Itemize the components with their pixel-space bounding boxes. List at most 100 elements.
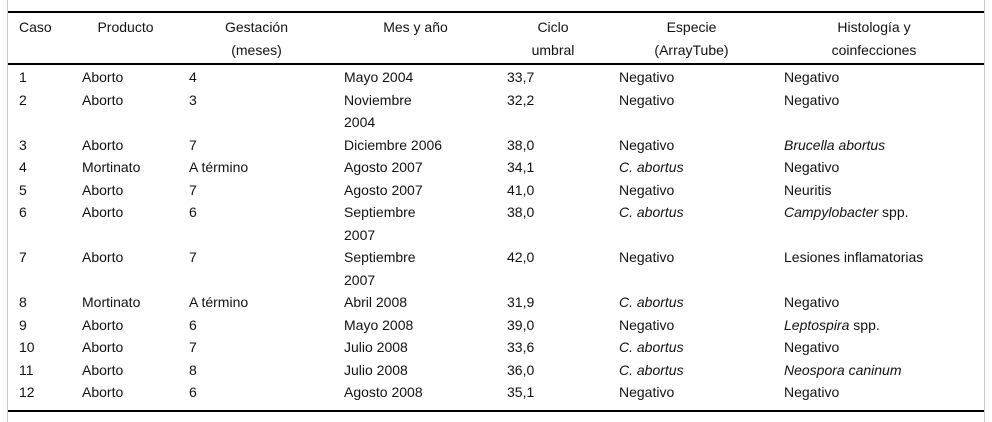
cell-ciclo: 31,9 (507, 294, 535, 310)
header-cell-ciclo: Ciclo umbral (507, 12, 619, 65)
cell-histologia: Negativo (784, 156, 984, 179)
cell-caso: 8 (19, 294, 27, 310)
table-row: 5 Aborto 7 Agosto 2007 41,0 Negativo Neuritis (8, 179, 984, 202)
cell-text: Negativo (619, 384, 675, 400)
cell-mes: Julio 2008 (344, 339, 408, 355)
cell-histologia: Negativo (784, 64, 984, 89)
cell-text: Lesiones inflamatorias (784, 249, 924, 265)
header-row: Caso Producto Gestación (meses) Mes y año Ci… (8, 12, 984, 65)
cell-producto: Aborto (82, 249, 124, 265)
cell-gestacion: 4 (189, 69, 197, 85)
cell-especie: C. abortus (619, 359, 784, 382)
cell-gestacion: 3 (189, 91, 197, 108)
cell-gestacion: 7 (189, 181, 197, 198)
cell-producto: Mortinato (82, 294, 141, 310)
table-row: 1 Aborto 4 Mayo 2004 33,7 Negativo Negativo (8, 64, 984, 89)
cell-mes: Noviembre 2004 (344, 91, 412, 131)
cell-producto: Aborto (82, 339, 124, 355)
cell-especie: C. abortus (619, 291, 784, 314)
cell-mes: Agosto 2007 (344, 181, 423, 198)
cell-caso: 6 (19, 204, 27, 220)
cell-ciclo: 35,1 (507, 384, 535, 400)
cell-gestacion: 7 (189, 249, 197, 265)
cell-especie: Negativo (619, 246, 784, 291)
cell-caso: 10 (19, 339, 35, 355)
cell-mes: Mayo 2008 (344, 316, 414, 333)
cell-gestacion: A término (189, 294, 249, 310)
table-row: 11 Aborto 8 Julio 2008 36,0 C. abortus Neospor… (8, 359, 984, 382)
cell-mes: Abril 2008 (344, 294, 408, 310)
cell-histologia: Neuritis (784, 179, 984, 202)
table-row: 12 Aborto 6 Agosto 2008 35,1 Negativo Negativo (8, 381, 984, 411)
cell-ciclo: 36,0 (507, 361, 535, 378)
cell-gestacion: 6 (189, 316, 197, 333)
table-row: 3 Aborto 7 Diciembre 2006 38,0 Negativo Brucel… (8, 134, 984, 157)
cell-histologia: Neospora caninum (784, 359, 984, 382)
table-frame: Caso Producto Gestación (meses) Mes y año Ci… (7, 0, 985, 422)
cell-text: Negativo (619, 136, 675, 153)
cell-especie: C. abortus (619, 201, 784, 246)
cell-gestacion: A término (189, 159, 249, 175)
species-name: C. abortus (619, 339, 684, 355)
cell-text: Negativo (784, 339, 840, 355)
table-header: Caso Producto Gestación (meses) Mes y año Ci… (8, 12, 984, 65)
cell-gestacion: 7 (189, 136, 197, 153)
cell-caso: 9 (19, 316, 27, 333)
cell-caso: 2 (19, 91, 27, 108)
header-cell-gestacion: Gestación (meses) (189, 12, 344, 65)
cell-gestacion: 8 (189, 361, 197, 378)
cell-text: Negativo (784, 294, 840, 310)
cell-histologia: Lesiones inflamatorias (784, 246, 984, 291)
cell-mes: Diciembre 2006 (344, 136, 443, 153)
cell-mes: Mayo 2004 (344, 69, 414, 85)
cell-caso: 11 (19, 361, 34, 378)
cell-text: spp. (849, 316, 880, 333)
species-name: C. abortus (619, 159, 684, 175)
species-name: Leptospira (784, 316, 850, 333)
cell-text: Negativo (619, 249, 675, 265)
table-row: 9 Aborto 6 Mayo 2008 39,0 Negativo Leptospira … (8, 314, 984, 337)
cell-text: Negativo (784, 159, 840, 175)
cell-producto: Aborto (82, 316, 124, 333)
cell-histologia: Campylobacter spp. (784, 201, 984, 246)
header-cell-especie: Especie (ArrayTube) (619, 12, 784, 65)
cell-caso: 12 (19, 384, 35, 400)
cell-mes: Agosto 2007 (344, 159, 423, 175)
cell-mes: Septiembre 2007 (344, 249, 416, 288)
cell-especie: Negativo (619, 64, 784, 89)
cell-text: Negativo (619, 69, 675, 85)
cell-producto: Aborto (82, 69, 124, 85)
cell-producto: Aborto (82, 181, 124, 198)
table-row: 8 Mortinato A término Abril 2008 31,9 C. abor… (8, 291, 984, 314)
cell-histologia: Brucella abortus (784, 134, 984, 157)
table-row: 4 Mortinato A término Agosto 2007 34,1 C. abo… (8, 156, 984, 179)
header-cell-producto: Producto (82, 12, 189, 65)
cell-gestacion: 6 (189, 384, 197, 400)
species-name: Brucella abortus (784, 136, 886, 153)
cell-histologia: Negativo (784, 381, 984, 411)
cell-ciclo: 34,1 (507, 159, 535, 175)
cell-producto: Aborto (82, 204, 124, 220)
cell-histologia: Leptospira spp. (784, 314, 984, 337)
cell-caso: 5 (19, 181, 27, 198)
table-row: 2 Aborto 3 Noviembre 2004 32,2 Negativo Negati… (8, 89, 984, 134)
cell-histologia: Negativo (784, 291, 984, 314)
cell-ciclo: 33,6 (507, 339, 535, 355)
cell-text: Negativo (784, 384, 840, 400)
cell-ciclo: 42,0 (507, 249, 535, 265)
header-cell-histologia: Histología y coinfecciones (784, 12, 984, 65)
header-cell-mes: Mes y año (344, 12, 507, 65)
cell-especie: C. abortus (619, 336, 784, 359)
cell-ciclo: 32,2 (507, 91, 535, 108)
cell-histologia: Negativo (784, 336, 984, 359)
cell-caso: 4 (19, 159, 27, 175)
cell-especie: Negativo (619, 314, 784, 337)
cell-especie: Negativo (619, 134, 784, 157)
cell-especie: Negativo (619, 179, 784, 202)
species-name: C. abortus (619, 294, 684, 310)
cell-ciclo: 38,0 (507, 136, 535, 153)
cell-text: Negativo (619, 316, 675, 333)
species-name: Campylobacter (784, 204, 879, 220)
cell-text: spp. (878, 204, 909, 220)
cell-mes: Agosto 2008 (344, 384, 423, 400)
